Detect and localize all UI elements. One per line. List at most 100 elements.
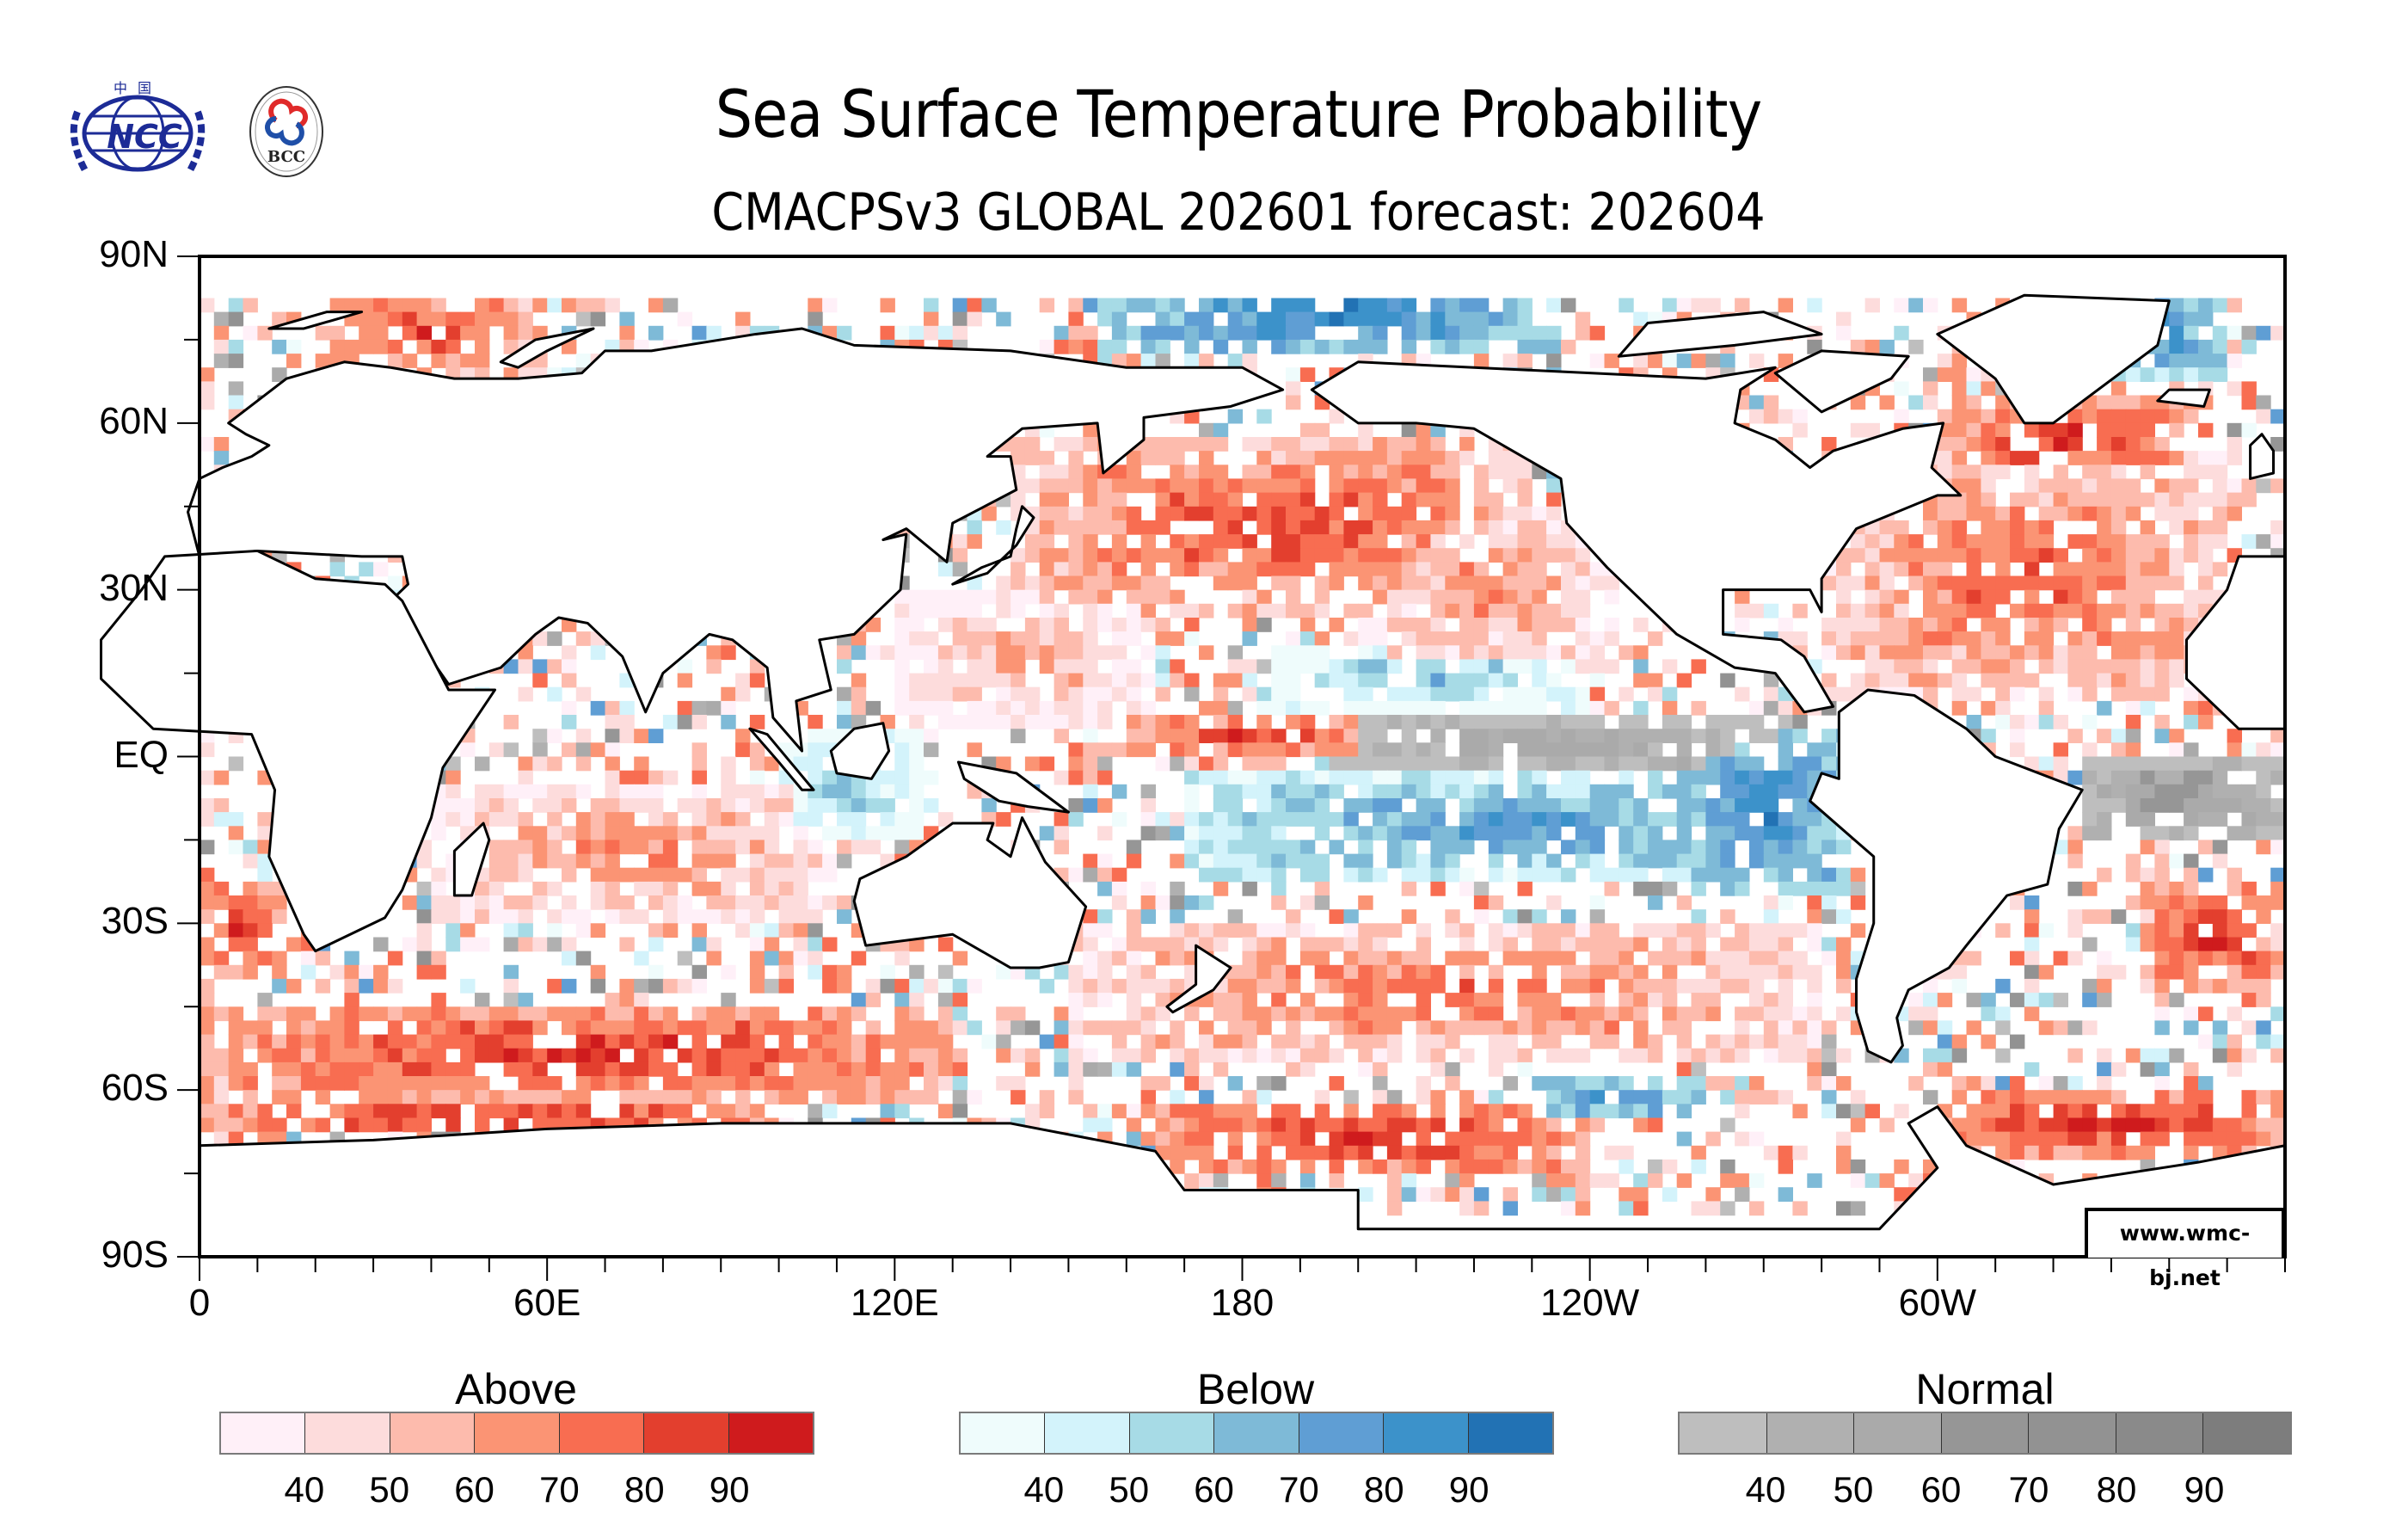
grid-cell-above [793,937,808,952]
grid-cell-above [1894,298,1909,313]
grid-cell-normal [1155,826,1170,841]
grid-cell-above [1256,978,1272,994]
grid-cell-above [1473,909,1490,924]
grid-cell-above [1170,589,1185,605]
grid-cell-above [1879,645,1895,661]
grid-cell-above [880,1076,895,1091]
grid-cell-above [894,631,910,646]
grid-cell-above [1763,1020,1779,1036]
grid-cell-above [562,700,577,716]
grid-cell-below [822,798,838,813]
grid-cell-below [1691,798,1706,813]
grid-cell-below [1097,311,1113,327]
grid-cell-below [1155,325,1170,341]
grid-cell-above [286,1061,302,1077]
grid-cell-below [1256,700,1272,716]
grid-cell-above [691,770,707,785]
grid-cell-below [894,729,910,743]
grid-cell-below [1213,853,1229,869]
grid-cell-above [634,729,649,743]
grid-cell-above [1343,631,1359,646]
grid-cell-normal [1256,659,1272,674]
grid-cell-above [1097,853,1113,869]
grid-cell-above [1532,603,1547,618]
grid-cell-below [1054,325,1069,341]
grid-cell-above [2082,673,2098,688]
grid-cell-normal [2198,770,2214,785]
grid-cell-above [1199,729,1214,743]
grid-cell-below [851,993,867,1007]
grid-cell-above [1836,325,1852,341]
grid-cell-above [1720,1034,1735,1049]
grid-cell-below [1242,840,1257,855]
grid-cell-above [1951,659,1968,674]
grid-cell-above [2010,548,2025,563]
grid-cell-below [1445,867,1460,883]
grid-cell-normal [1097,756,1113,772]
grid-cell-above [1445,1076,1460,1091]
grid-cell-above [1561,978,1576,994]
grid-cell-above [1850,339,1866,354]
grid-cell-above [1299,923,1316,938]
grid-cell-above [2125,395,2141,410]
grid-cell-above [1242,1048,1257,1063]
grid-cell-below [1386,784,1403,799]
grid-cell-above [1054,492,1069,508]
grid-cell-above [315,1020,331,1036]
grid-cell-above [619,993,635,1007]
grid-cell-below [1763,812,1779,827]
grid-cell-above [445,1034,461,1049]
grid-cell-above [445,1076,461,1091]
grid-cell-above [721,812,736,827]
grid-cell-above [1619,686,1634,702]
grid-cell-above [1140,1076,1156,1091]
grid-cell-below [1778,826,1793,841]
grid-cell-above [2067,603,2083,618]
grid-cell-above [1010,1006,1026,1022]
grid-cell-above [1010,1076,1026,1091]
grid-cell-above [1155,506,1170,521]
grid-cell-above [1473,1006,1490,1022]
grid-cell-below [1445,784,1460,799]
grid-cell-above [1140,562,1156,577]
grid-cell-below [1488,659,1504,674]
grid-cell-below [1488,700,1504,716]
grid-cell-normal [2256,478,2271,494]
grid-cell-below [1720,756,1735,772]
grid-cell-above [2241,1048,2257,1063]
grid-cell-normal [808,923,823,938]
grid-cell-above [837,1061,852,1077]
grid-cell-below [2198,367,2214,382]
grid-cell-above [1923,659,1938,674]
grid-cell-below [1473,770,1490,785]
grid-cell-below [1502,798,1518,813]
grid-cell-above [518,909,533,924]
grid-cell-normal [2154,784,2170,799]
grid-cell-above [315,1048,331,1063]
grid-cell-above [1430,492,1446,508]
grid-cell-below [1329,339,1344,354]
grid-cell-below [1908,298,1924,313]
grid-cell-above [1256,951,1272,966]
grid-cell-above [952,1020,968,1036]
grid-cell-normal [1488,756,1504,772]
grid-cell-above [1256,506,1272,521]
grid-cell-normal [1473,729,1490,743]
grid-cell-below [1807,812,1822,827]
grid-cell-above [1908,562,1924,577]
grid-cell-above [445,354,461,368]
grid-cell-below [1502,673,1518,688]
grid-cell-below [1532,659,1547,674]
grid-cell-above [2270,534,2286,549]
grid-cell-above [1039,700,1055,716]
grid-cell-above [749,937,765,952]
grid-cell-normal [1068,798,1084,813]
grid-cell-above [1850,618,1866,632]
grid-cell-above [2241,993,2257,1007]
grid-cell-above [2038,645,2055,661]
grid-cell-above [808,909,823,924]
grid-cell-above [1532,562,1547,577]
grid-cell-above [706,826,722,841]
grid-cell-below [1155,339,1170,354]
grid-cell-below [1286,853,1301,869]
